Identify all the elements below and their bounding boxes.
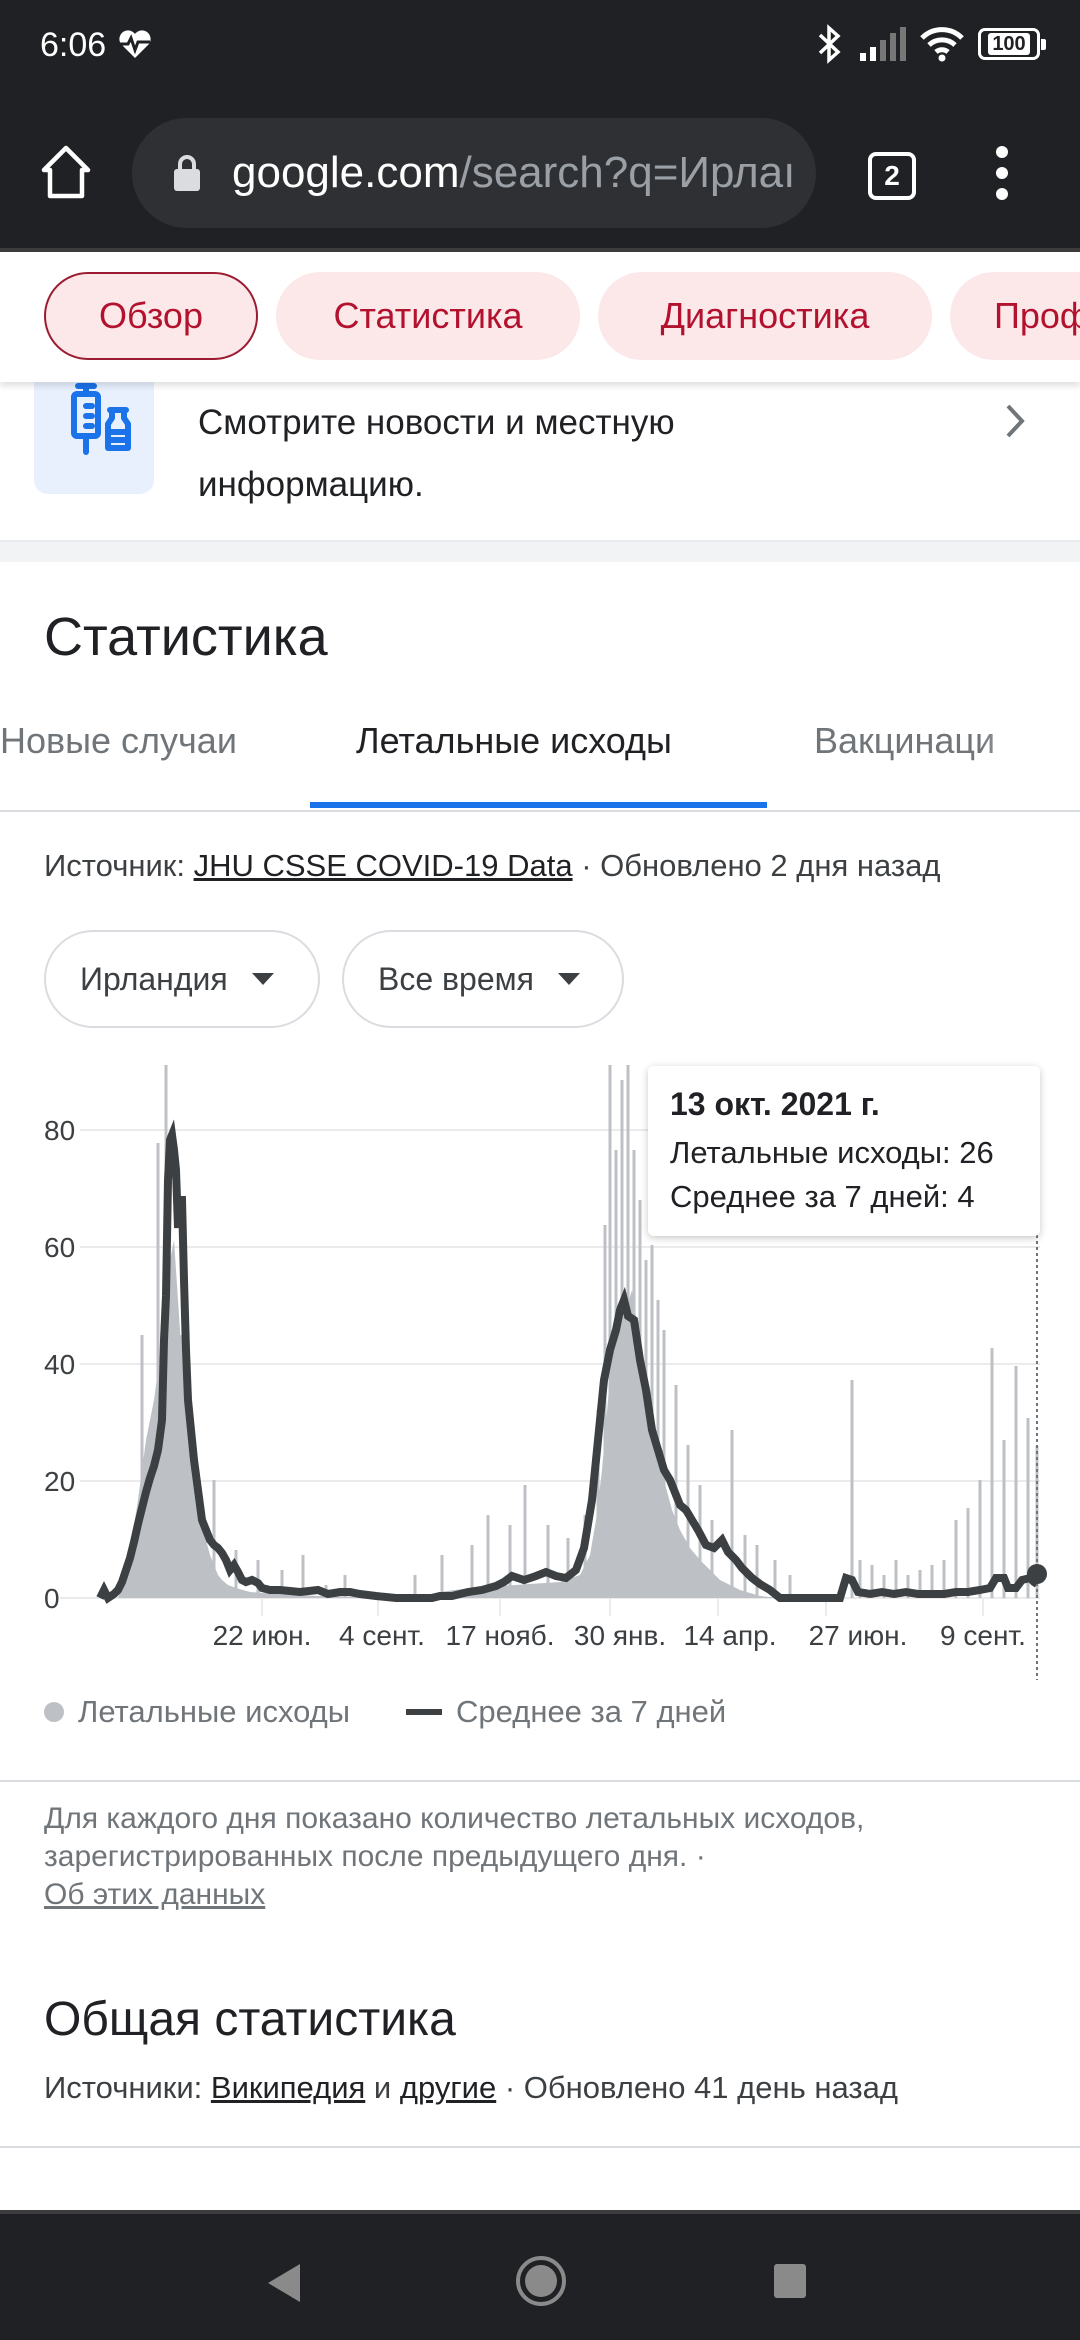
section-separator <box>0 540 1080 562</box>
url-host: google.com <box>232 148 460 197</box>
tooltip-date: 13 окт. 2021 г. <box>670 1086 880 1122</box>
more-menu-icon[interactable] <box>990 146 1014 202</box>
bluetooth-icon <box>818 24 841 64</box>
toolbar-divider <box>0 248 1080 252</box>
hover-point <box>1027 1564 1047 1584</box>
note-text: Для каждого дня показано количество лета… <box>44 1802 865 1873</box>
battery-level: 100 <box>988 33 1030 55</box>
status-bar: 6:06 100 <box>0 0 1080 90</box>
chip-prevention[interactable]: Проф <box>950 272 1080 360</box>
sources-prefix: Источники: <box>44 2070 211 2105</box>
legend-dot-icon <box>44 1702 64 1722</box>
home-icon[interactable] <box>40 144 92 200</box>
heart-pulse-icon <box>119 30 151 58</box>
tab-count: 2 <box>884 160 900 191</box>
active-tab-indicator <box>310 802 767 808</box>
line-series-7day-avg <box>96 1119 1040 1604</box>
url-path: /search?q=Ирлаı <box>459 148 796 197</box>
wifi-icon <box>920 27 964 62</box>
address-bar[interactable]: google.com/search?q=Ирлаı <box>132 118 816 228</box>
svg-text:4 сент.: 4 сент. <box>339 1620 425 1651</box>
tooltip-average: Среднее за 7 дней: 4 <box>670 1179 975 1214</box>
general-stats-title: Общая статистика <box>44 1993 456 2046</box>
x-axis-labels: 22 июн. 4 сент. 17 нояб. 30 янв. 14 апр.… <box>213 1620 1026 1651</box>
data-note: Для каждого дня показано количество лета… <box>44 1800 1044 1914</box>
y-axis-labels: 80 60 40 20 0 <box>44 1115 75 1614</box>
caret-down-icon <box>557 973 580 985</box>
chevron-right-icon <box>1006 404 1025 438</box>
about-data-link[interactable]: Об этих данных <box>44 1878 266 1911</box>
legend-average: Среднее за 7 дней <box>456 1694 727 1729</box>
source-line: Источник: JHU CSSE COVID-19 Data · Обнов… <box>44 848 940 884</box>
sources-and: и <box>365 2070 400 2105</box>
period-value: Все время <box>378 960 534 997</box>
others-link[interactable]: другие <box>399 2070 497 2105</box>
lock-icon <box>174 155 200 191</box>
deaths-chart[interactable]: 80 60 40 20 0 22 июн. 4 сент. 17 нояб. 3… <box>0 1060 1080 1680</box>
svg-text:20: 20 <box>44 1466 75 1497</box>
legend-deaths: Летальные исходы <box>78 1694 351 1729</box>
home-circle-icon[interactable] <box>516 2256 566 2306</box>
syringe-vial-icon <box>71 383 131 455</box>
tab-deaths[interactable]: Летальные исходы <box>356 720 672 761</box>
svg-text:22 июн.: 22 июн. <box>213 1620 312 1651</box>
sources-updated: · Обновлено 41 день назад <box>496 2070 898 2105</box>
svg-text:9 сент.: 9 сент. <box>940 1620 1026 1651</box>
stats-tabs: Новые случаи Летальные исходы Вакцинаци <box>0 700 1080 812</box>
divider <box>0 1780 1080 1782</box>
tab-vaccinations[interactable]: Вакцинаци <box>814 720 996 761</box>
news-link-row[interactable]: Смотрите новости и местную информацию. <box>0 372 1080 540</box>
svg-text:30 янв.: 30 янв. <box>574 1620 666 1651</box>
battery-icon: 100 <box>978 28 1046 60</box>
legend-line-icon <box>406 1709 443 1715</box>
svg-text:14 апр.: 14 апр. <box>683 1620 776 1651</box>
chip-overview[interactable]: Обзор <box>44 272 258 360</box>
chip-label: Диагностика <box>660 295 870 336</box>
chip-statistics[interactable]: Статистика <box>276 272 580 360</box>
svg-text:60: 60 <box>44 1232 75 1263</box>
divider <box>0 2146 1080 2148</box>
svg-text:27 июн.: 27 июн. <box>809 1620 908 1651</box>
topic-chips: Обзор Статистика Диагностика Проф <box>0 252 1080 382</box>
news-text: Смотрите новости и местную информацию. <box>198 403 675 504</box>
chip-label: Проф <box>994 295 1080 336</box>
vaccine-icon-tile <box>34 372 154 494</box>
wikipedia-link[interactable]: Википедия <box>210 2070 366 2105</box>
chip-label: Обзор <box>99 295 203 336</box>
chart-tooltip: 13 окт. 2021 г. Летальные исходы: 26 Сре… <box>648 1066 1040 1236</box>
svg-text:80: 80 <box>44 1115 75 1146</box>
source-link[interactable]: JHU CSSE COVID-19 Data <box>193 848 573 883</box>
tab-switcher-button[interactable]: 2 <box>868 152 916 200</box>
general-sources: Источники: Википедия и другие · Обновлен… <box>44 2070 898 2106</box>
signal-icon <box>860 27 906 61</box>
country-dropdown[interactable]: Ирландия <box>44 930 320 1028</box>
note-separator: · <box>687 1840 706 1873</box>
chart-legend: Летальные исходы Среднее за 7 дней <box>44 1694 726 1730</box>
stats-title: Статистика <box>44 607 328 667</box>
svg-text:17 нояб.: 17 нояб. <box>446 1620 555 1651</box>
chip-label: Статистика <box>333 295 523 336</box>
browser-toolbar: google.com/search?q=Ирлаı 2 <box>0 90 1080 250</box>
recents-icon[interactable] <box>774 2264 806 2298</box>
svg-text:40: 40 <box>44 1349 75 1380</box>
svg-text:0: 0 <box>44 1583 60 1614</box>
back-icon[interactable] <box>268 2264 300 2302</box>
x-tick-marks <box>261 1598 984 1616</box>
caret-down-icon <box>251 973 274 985</box>
status-time: 6:06 <box>40 26 107 64</box>
source-prefix: Источник: <box>44 848 194 883</box>
country-value: Ирландия <box>80 960 228 997</box>
source-updated: · Обновлено 2 дня назад <box>572 848 941 883</box>
tabs-fade <box>980 700 1080 800</box>
system-nav-bar <box>0 2210 1080 2340</box>
period-dropdown[interactable]: Все время <box>342 930 624 1028</box>
status-icons: 100 <box>814 24 1046 64</box>
tab-new-cases[interactable]: Новые случаи <box>0 720 237 761</box>
chip-diagnostics[interactable]: Диагностика <box>598 272 932 360</box>
tooltip-deaths: Летальные исходы: 26 <box>670 1135 994 1170</box>
url-text[interactable]: google.com/search?q=Ирлаı <box>232 148 795 198</box>
